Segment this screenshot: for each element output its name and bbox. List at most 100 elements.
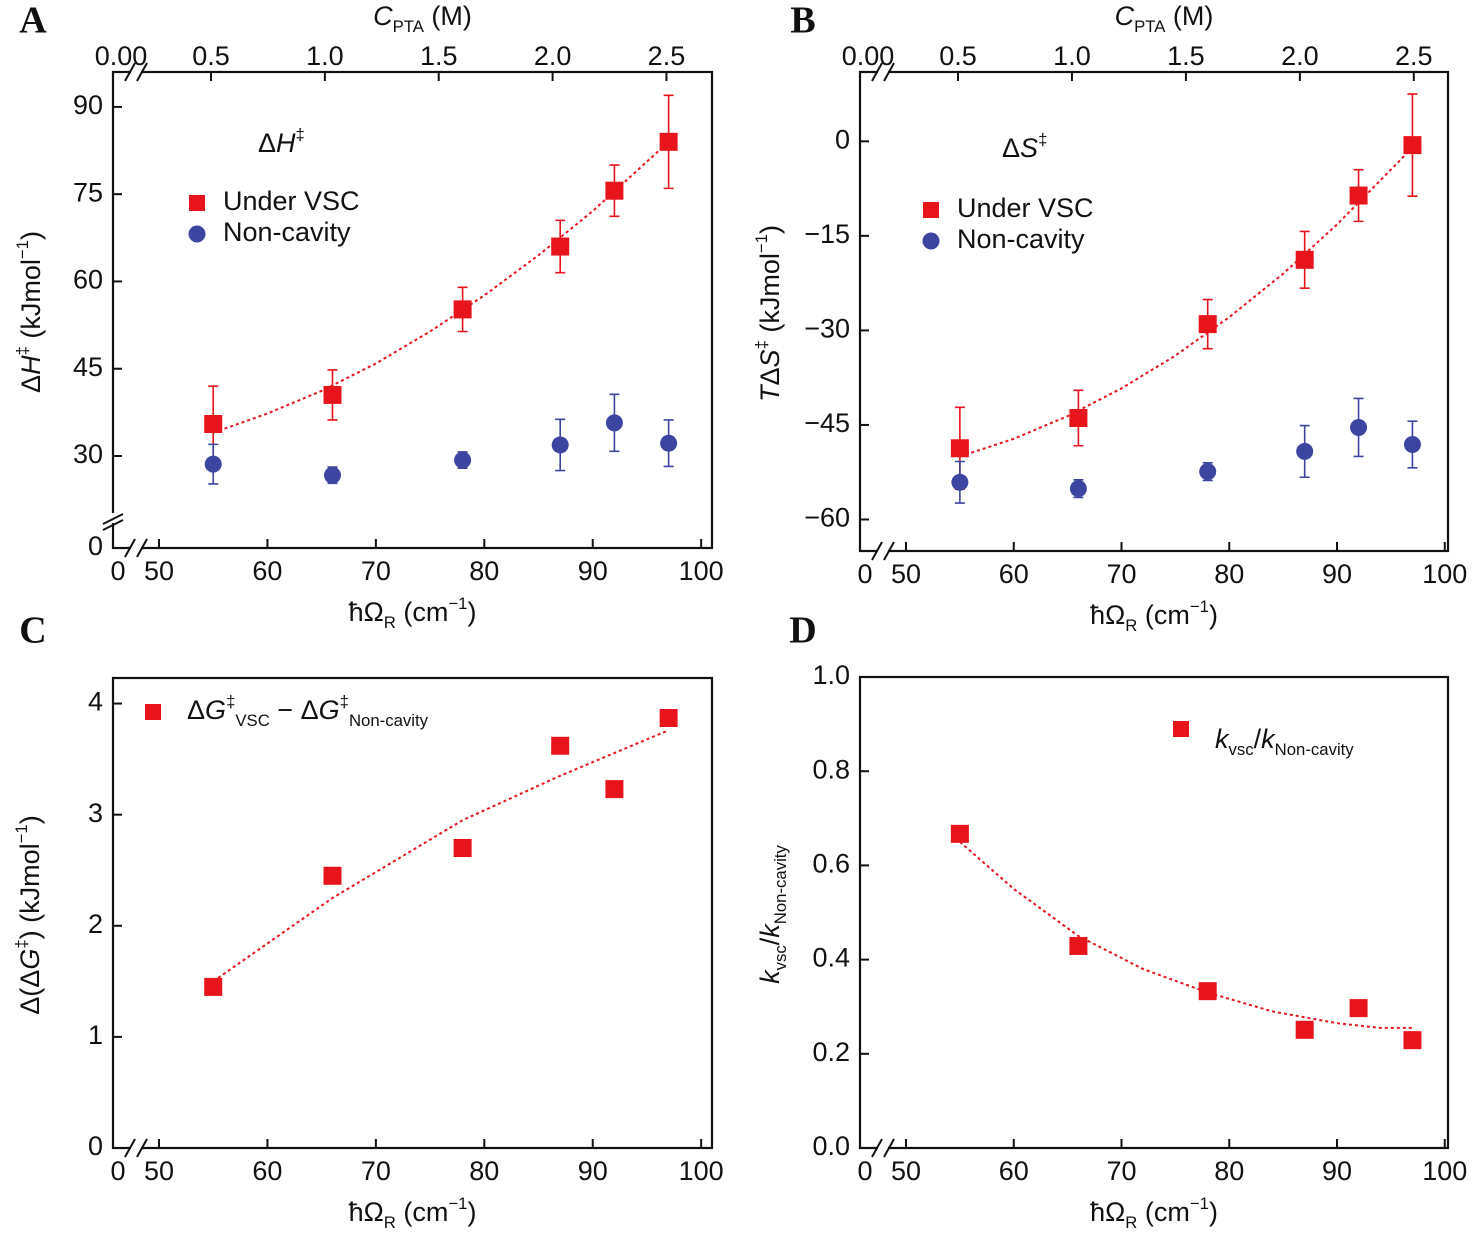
x-tick-label: 90 <box>578 556 608 586</box>
x2-tick-label: 2.5 <box>648 41 686 71</box>
x2-tick-label: 2.0 <box>1281 41 1319 71</box>
legend-label-part: − Δ <box>270 695 319 725</box>
point <box>204 977 223 996</box>
y-tick-label: 0.6 <box>812 849 850 879</box>
y-tick-label: −30 <box>804 314 850 344</box>
y-axis-label: TΔS‡ (kJmol−1) <box>752 225 785 402</box>
x-tick-label: 0 <box>857 1156 872 1186</box>
annotation-part: S <box>1020 133 1038 163</box>
y-tick-label: 0.0 <box>812 1131 850 1161</box>
y-tick-label: 1 <box>88 1020 103 1050</box>
fit-line <box>959 841 1413 1029</box>
point <box>1403 435 1421 453</box>
legend-label-part: VSC <box>235 711 269 730</box>
y-axis-label-part: k <box>755 969 785 984</box>
x2-tick-label: 0.00 <box>842 41 895 71</box>
y-axis-label-part: ‡ <box>12 939 31 948</box>
x-axis-label-part: −1 <box>448 1194 467 1213</box>
x-axis-label-part: ħΩ <box>1090 600 1125 630</box>
x2-axis-label-part: C <box>373 1 393 31</box>
fit-line <box>212 729 670 983</box>
annotation: ΔH‡ <box>258 125 305 158</box>
point <box>1403 1031 1422 1050</box>
axis-break-gap <box>878 1145 888 1151</box>
panel-letter: A <box>19 0 47 42</box>
point <box>951 473 969 491</box>
point <box>454 451 472 469</box>
legend-label-part: G <box>205 695 226 725</box>
y-tick-label: 45 <box>73 352 103 382</box>
legend-label-part: G <box>319 695 340 725</box>
point <box>1069 936 1088 955</box>
x-axis-label-part: ) <box>467 597 476 627</box>
x-tick-label: 100 <box>679 556 724 586</box>
x-tick-label: 60 <box>252 1156 282 1186</box>
x2-tick-label: 1.5 <box>420 41 458 71</box>
y-axis-label-part: ) <box>15 815 45 824</box>
x-axis-label-part: ħΩ <box>349 1197 384 1227</box>
axis-break-gap <box>131 69 141 75</box>
point <box>453 300 472 319</box>
y-axis-label-part: k <box>755 923 785 938</box>
x-tick-label: 0 <box>857 559 872 589</box>
point <box>1198 315 1217 334</box>
x-axis-label-part: (cm <box>1137 600 1189 630</box>
y-axis-label-part: Non-cavity <box>771 845 790 925</box>
x2-tick-label: 2.0 <box>534 41 572 71</box>
x2-axis-label-part: C <box>1115 1 1135 31</box>
axis-break <box>124 538 148 558</box>
x-axis-label-part: R <box>384 613 396 632</box>
x-tick-label: 80 <box>1214 559 1244 589</box>
point <box>1295 250 1314 269</box>
y-axis-label-part: ) <box>16 231 46 240</box>
x-tick-label: 50 <box>891 559 921 589</box>
x-axis-label-part: (cm <box>1137 1197 1189 1227</box>
point <box>660 434 678 452</box>
point <box>1349 999 1368 1018</box>
legend-marker <box>188 225 206 243</box>
y-tick-label: 0 <box>835 124 850 154</box>
y-axis-label-part: −1 <box>752 234 771 253</box>
y-tick-label: 75 <box>73 177 103 207</box>
annotation-part: Δ <box>258 128 276 158</box>
point <box>551 436 569 454</box>
point <box>1350 418 1368 436</box>
x-tick-label: 100 <box>679 1156 724 1186</box>
x-axis-label-part: R <box>1125 1213 1137 1232</box>
point <box>605 414 623 432</box>
legend-marker <box>922 232 940 250</box>
x2-tick-label: 0.00 <box>95 41 148 71</box>
legend-label-part: Non-cavity <box>1275 740 1355 759</box>
x2-tick-label: 0.5 <box>939 41 977 71</box>
y-axis-label-part: T <box>755 383 785 402</box>
x-tick-label: 90 <box>1322 1156 1352 1186</box>
y-tick-label: −45 <box>804 408 850 438</box>
y-axis-label-part: Δ <box>16 375 46 393</box>
panel-letter: C <box>19 610 46 652</box>
x-tick-label: 60 <box>999 1156 1029 1186</box>
legend-label: Non-cavity <box>223 217 351 247</box>
x-axis-label-part: −1 <box>1190 1194 1209 1213</box>
point <box>1403 136 1422 155</box>
x2-axis-label: CPTA (M) <box>373 1 472 36</box>
legend-label: ΔG‡VSC − ΔG‡Non-cavity <box>187 692 429 730</box>
x-tick-label: 0 <box>110 556 125 586</box>
legend-label-part: / <box>1254 724 1262 754</box>
y-axis-label-part: S <box>755 349 785 367</box>
point <box>551 736 570 755</box>
point <box>204 455 222 473</box>
x-axis-label-part: ħΩ <box>349 597 384 627</box>
y-axis-label-part: (kJmol <box>16 259 46 346</box>
axis-break <box>124 62 148 82</box>
x-tick-label: 100 <box>1422 559 1467 589</box>
y-tick-label: 90 <box>73 90 103 120</box>
legend-label: Under VSC <box>223 186 360 216</box>
x-tick-label: 100 <box>1422 1156 1467 1186</box>
x-tick-label: 90 <box>578 1156 608 1186</box>
x-tick-label: 80 <box>469 1156 499 1186</box>
x-tick-label: 80 <box>469 556 499 586</box>
x-axis-label-part: (cm <box>396 597 448 627</box>
x-tick-label: 50 <box>891 1156 921 1186</box>
legend-marker <box>923 202 939 218</box>
x2-tick-label: 1.0 <box>306 41 344 71</box>
